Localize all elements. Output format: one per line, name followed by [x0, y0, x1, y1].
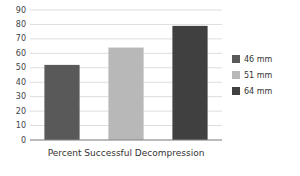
y-tick-label: 0	[21, 136, 26, 145]
chart-container: 0 10 20 30 40 50 60 70 80 90 Percent Successful De…	[0, 0, 300, 176]
y-tick-label: 40	[16, 78, 26, 87]
bar	[44, 65, 79, 140]
x-axis-label: Percent Successful Decompression	[48, 148, 205, 158]
legend-swatch	[232, 87, 240, 95]
y-tick-label: 70	[16, 34, 26, 43]
legend-label: 64 mm	[244, 87, 273, 96]
grid-line	[30, 10, 222, 11]
grid-line	[30, 140, 222, 141]
bar	[172, 26, 207, 140]
legend-label: 51 mm	[244, 71, 273, 80]
legend-swatch	[232, 55, 240, 63]
y-tick-label: 60	[16, 49, 26, 58]
y-tick-label: 50	[16, 63, 26, 72]
y-tick-label: 80	[16, 20, 26, 29]
y-tick-label: 30	[16, 92, 26, 101]
grid-line	[30, 24, 222, 25]
bar	[108, 48, 143, 140]
bars	[44, 26, 207, 140]
y-tick-label: 20	[16, 107, 26, 116]
y-tick-label: 10	[16, 121, 26, 130]
legend-swatch	[232, 71, 240, 79]
chart-svg: 0 10 20 30 40 50 60 70 80 90 Percent Successful De…	[0, 0, 300, 176]
legend-label: 46 mm	[244, 55, 273, 64]
x-axis-line	[30, 140, 222, 141]
y-tick-label: 90	[16, 6, 26, 15]
legend: 46 mm 51 mm 64 mm	[232, 55, 273, 96]
